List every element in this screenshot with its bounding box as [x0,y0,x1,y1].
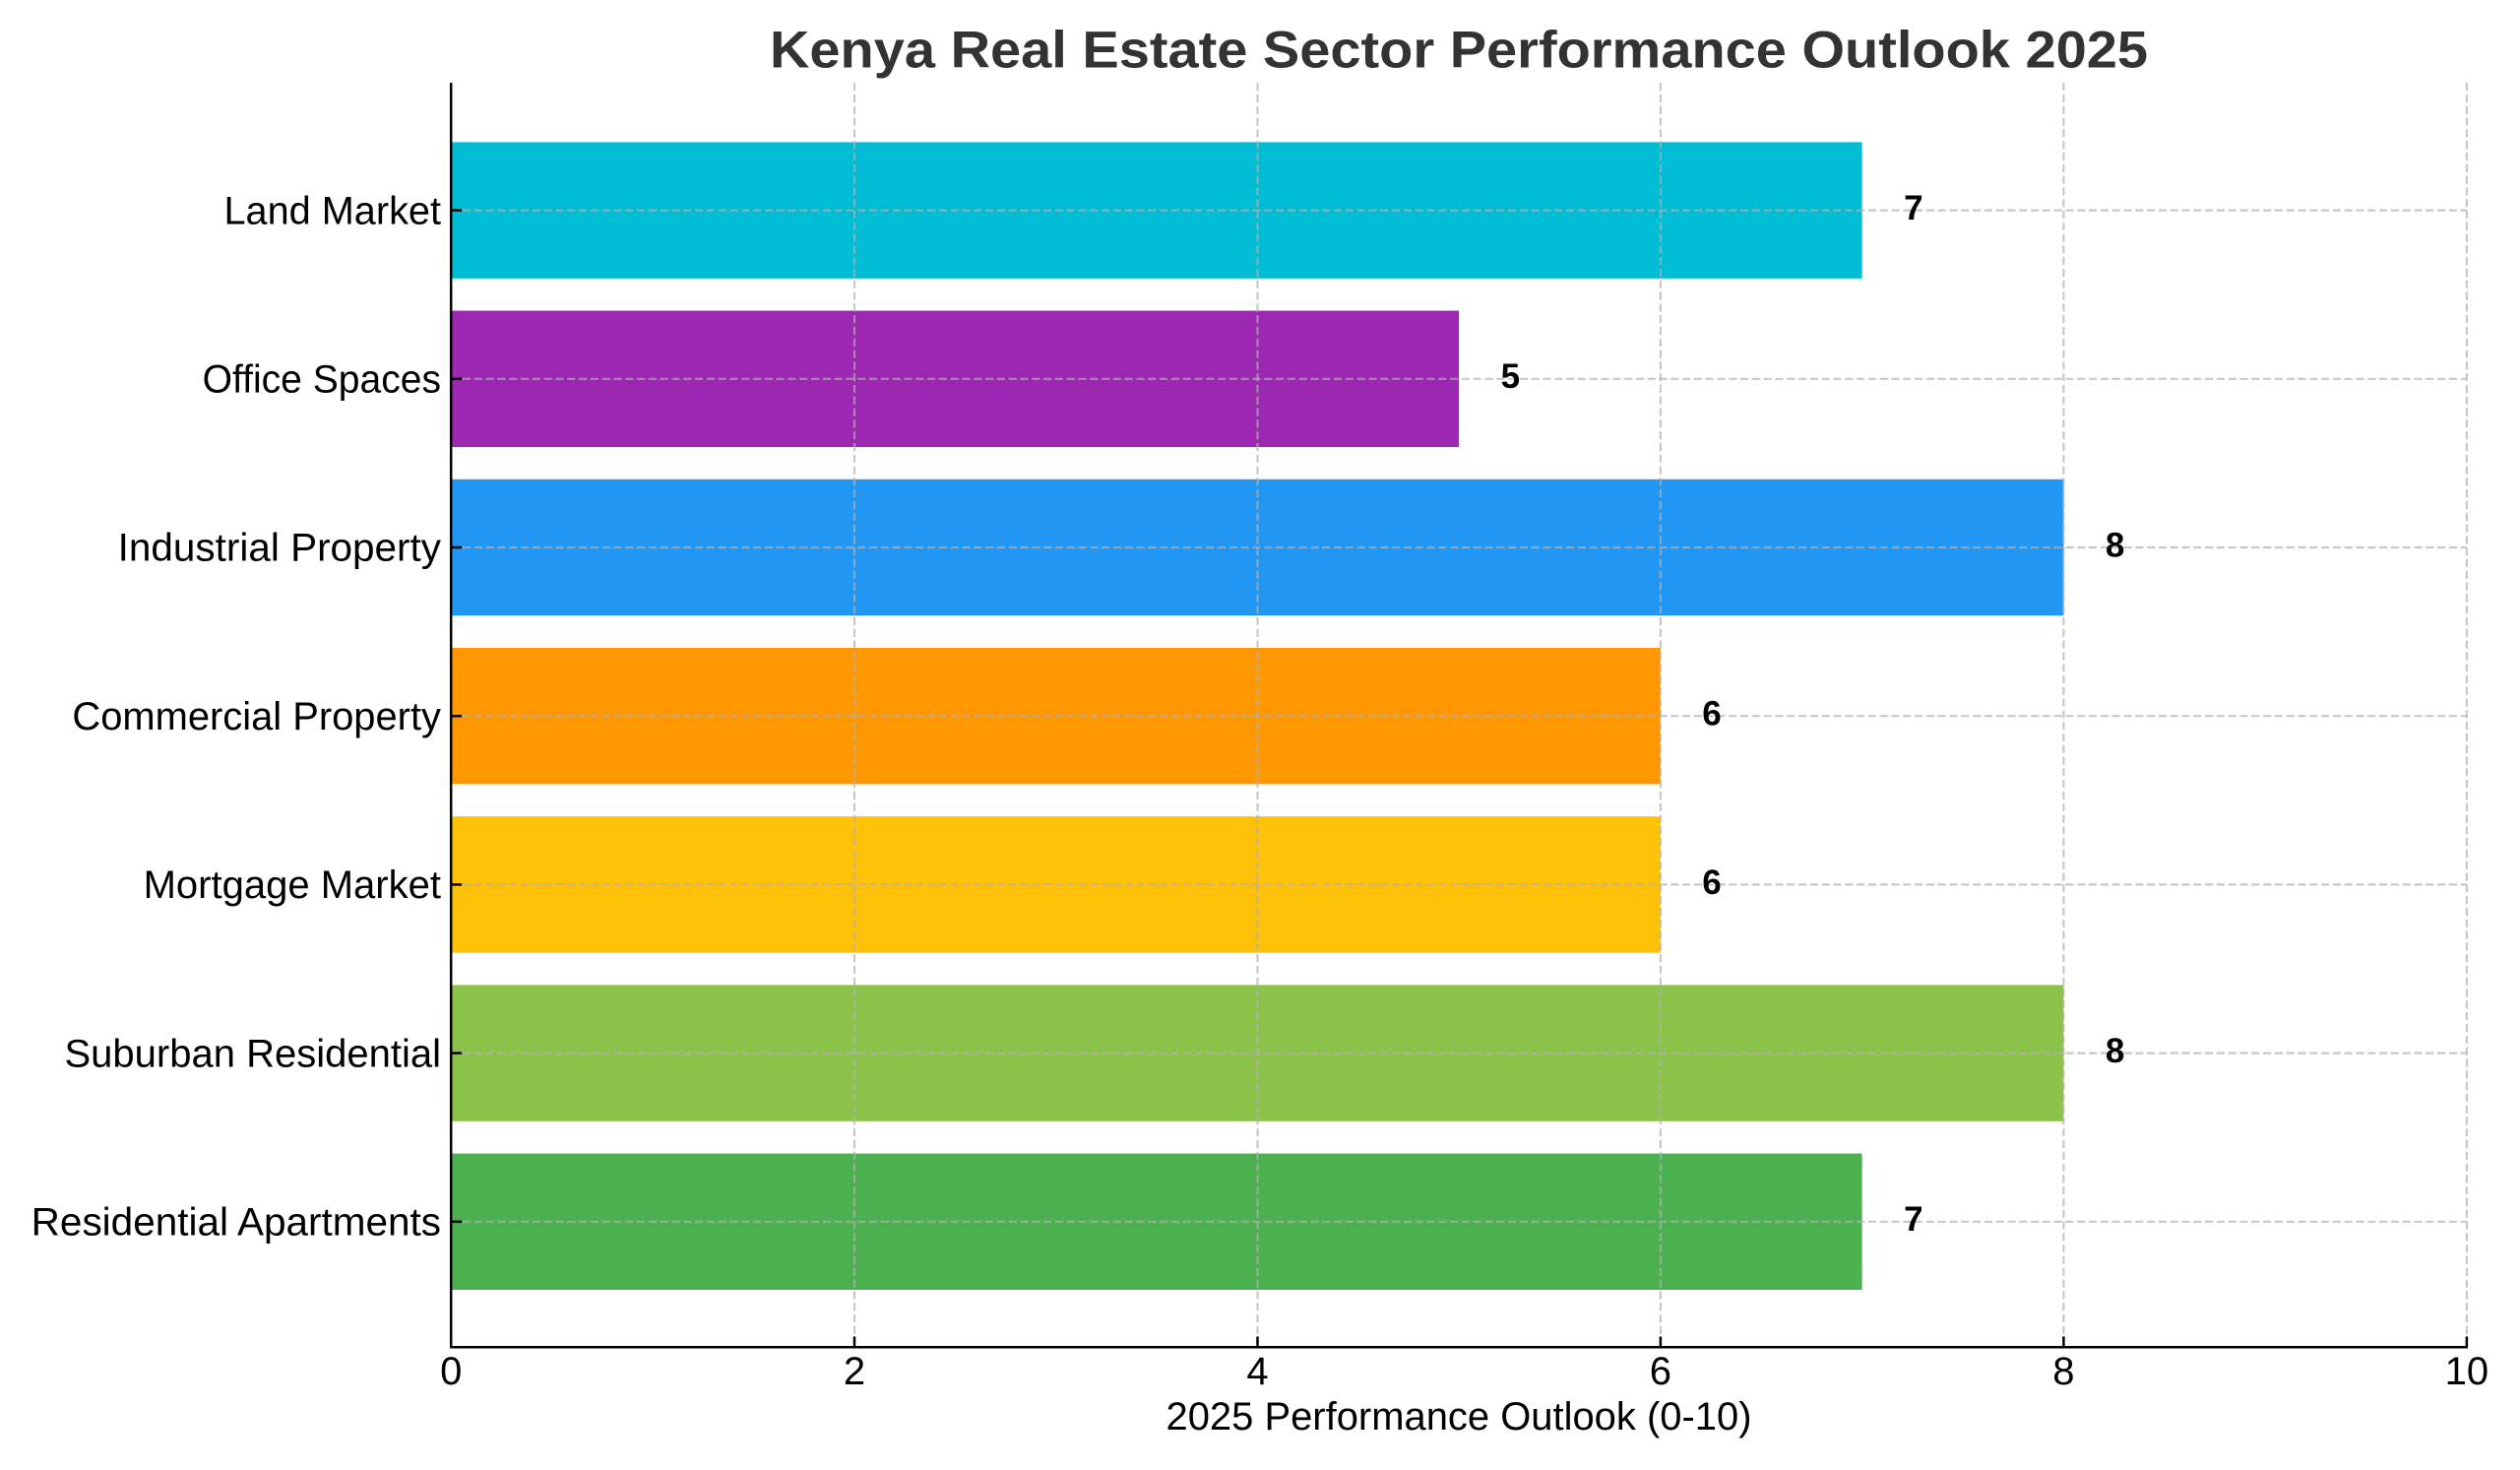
svg-text:Industrial Property: Industrial Property [118,527,441,570]
svg-text:Residential Apartments: Residential Apartments [32,1201,441,1245]
svg-text:2025 Performance Outlook (0-10: 2025 Performance Outlook (0-10) [1166,1395,1752,1438]
svg-text:7: 7 [1904,1200,1922,1239]
svg-text:Kenya Real Estate Sector Perfo: Kenya Real Estate Sector Performance Out… [770,22,2148,80]
svg-text:0: 0 [440,1350,462,1393]
svg-text:7: 7 [1904,189,1922,227]
svg-text:4: 4 [1246,1350,1268,1393]
svg-text:2: 2 [844,1350,865,1393]
svg-text:6: 6 [1650,1350,1671,1393]
svg-text:Land Market: Land Market [224,189,442,232]
svg-text:Mortgage Market: Mortgage Market [144,863,441,907]
svg-text:5: 5 [1501,357,1520,396]
svg-text:Office Spaces: Office Spaces [203,358,441,402]
svg-text:Commercial Property: Commercial Property [72,695,441,738]
svg-text:6: 6 [1702,695,1721,734]
svg-text:10: 10 [2445,1350,2489,1393]
svg-text:8: 8 [2106,526,2124,564]
svg-text:6: 6 [1702,863,1721,902]
svg-text:Suburban Residential: Suburban Residential [65,1032,442,1075]
svg-text:8: 8 [2052,1350,2074,1393]
svg-text:8: 8 [2106,1032,2124,1070]
